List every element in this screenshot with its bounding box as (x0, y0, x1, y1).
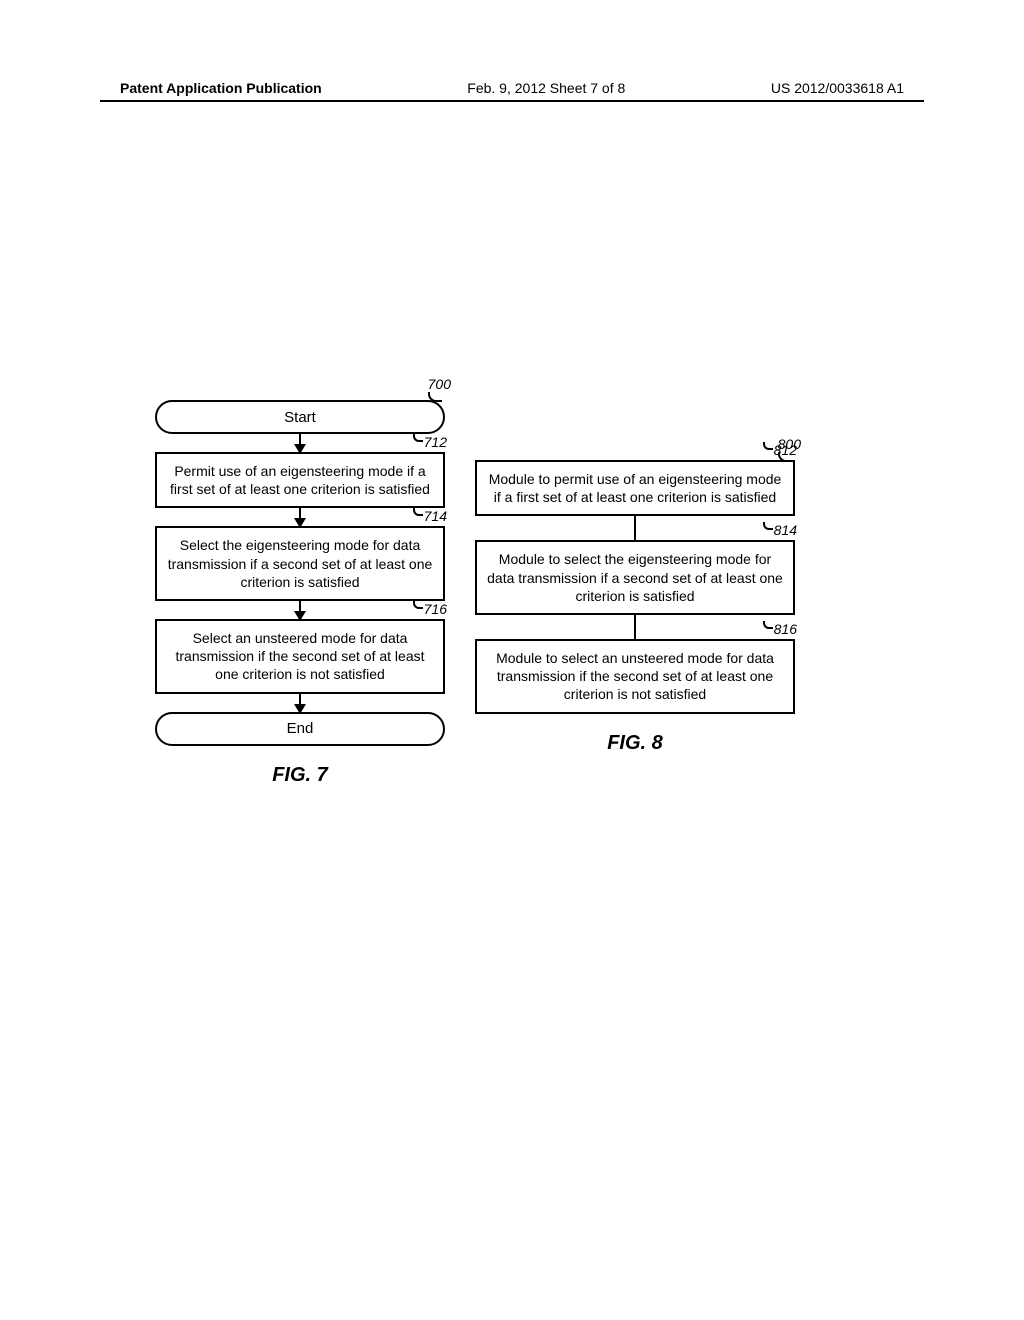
module-816-text: Module to select an unsteered mode for d… (496, 650, 774, 702)
module-812-label: 812 (763, 442, 797, 458)
step-716-box: Select an unsteered mode for data transm… (155, 619, 445, 694)
fig7-caption: FIG. 7 (155, 764, 445, 787)
step-716-num: 716 (424, 601, 447, 617)
arrow-icon (299, 508, 301, 526)
tick-icon (763, 442, 773, 450)
module-816-label: 816 (763, 621, 797, 637)
step-714-label: 714 (413, 508, 447, 524)
module-812-num: 812 (774, 442, 797, 458)
header-rule (100, 100, 924, 102)
step-712-box: Permit use of an eigensteering mode if a… (155, 452, 445, 508)
step-712-wrap: 712 Permit use of an eigensteering mode … (155, 452, 445, 508)
fig8-caption: FIG. 8 (475, 732, 795, 755)
module-814-wrap: 814 Module to select the eigensteering m… (475, 540, 795, 615)
fig7-ref-number: 700 (428, 376, 451, 392)
module-812-text: Module to permit use of an eigensteering… (489, 471, 782, 505)
module-816-box: Module to select an unsteered mode for d… (475, 639, 795, 714)
connector-line (634, 516, 636, 540)
step-714-text: Select the eigensteering mode for data t… (168, 537, 433, 589)
module-812-box: Module to permit use of an eigensteering… (475, 460, 795, 516)
end-label: End (287, 720, 314, 737)
step-716-label: 716 (413, 601, 447, 617)
module-814-text: Module to select the eigensteering mode … (487, 551, 783, 603)
arrow-icon (299, 434, 301, 452)
tick-icon (413, 601, 423, 609)
step-716-text: Select an unsteered mode for data transm… (175, 630, 424, 682)
step-714-num: 714 (424, 508, 447, 524)
step-716-wrap: 716 Select an unsteered mode for data tr… (155, 619, 445, 694)
arrow-icon (299, 601, 301, 619)
ref-hook-icon (428, 392, 442, 402)
header-center: Feb. 9, 2012 Sheet 7 of 8 (467, 80, 625, 96)
step-712-label: 712 (413, 434, 447, 450)
tick-icon (763, 522, 773, 530)
header-right: US 2012/0033618 A1 (771, 80, 904, 96)
figure-8: 800 812 Module to permit use of an eigen… (475, 460, 795, 755)
header-left: Patent Application Publication (120, 80, 322, 96)
fig7-ref-label: 700 (428, 376, 451, 408)
tick-icon (413, 508, 423, 516)
tick-icon (413, 434, 423, 442)
connector-line (634, 615, 636, 639)
module-814-num: 814 (774, 522, 797, 538)
module-816-wrap: 816 Module to select an unsteered mode f… (475, 639, 795, 714)
step-714-box: Select the eigensteering mode for data t… (155, 526, 445, 601)
page-header: Patent Application Publication Feb. 9, 2… (0, 80, 1024, 96)
module-812-wrap: 812 Module to permit use of an eigenstee… (475, 460, 795, 516)
figure-7: 700 Start 712 Permit use of an eigenstee… (155, 400, 445, 787)
tick-icon (763, 621, 773, 629)
step-712-num: 712 (424, 434, 447, 450)
step-714-wrap: 714 Select the eigensteering mode for da… (155, 526, 445, 601)
arrow-icon (299, 694, 301, 712)
start-terminator: Start (155, 400, 445, 434)
start-label: Start (284, 409, 316, 426)
step-712-text: Permit use of an eigensteering mode if a… (170, 463, 430, 497)
module-814-box: Module to select the eigensteering mode … (475, 540, 795, 615)
end-terminator: End (155, 712, 445, 746)
module-814-label: 814 (763, 522, 797, 538)
module-816-num: 816 (774, 621, 797, 637)
